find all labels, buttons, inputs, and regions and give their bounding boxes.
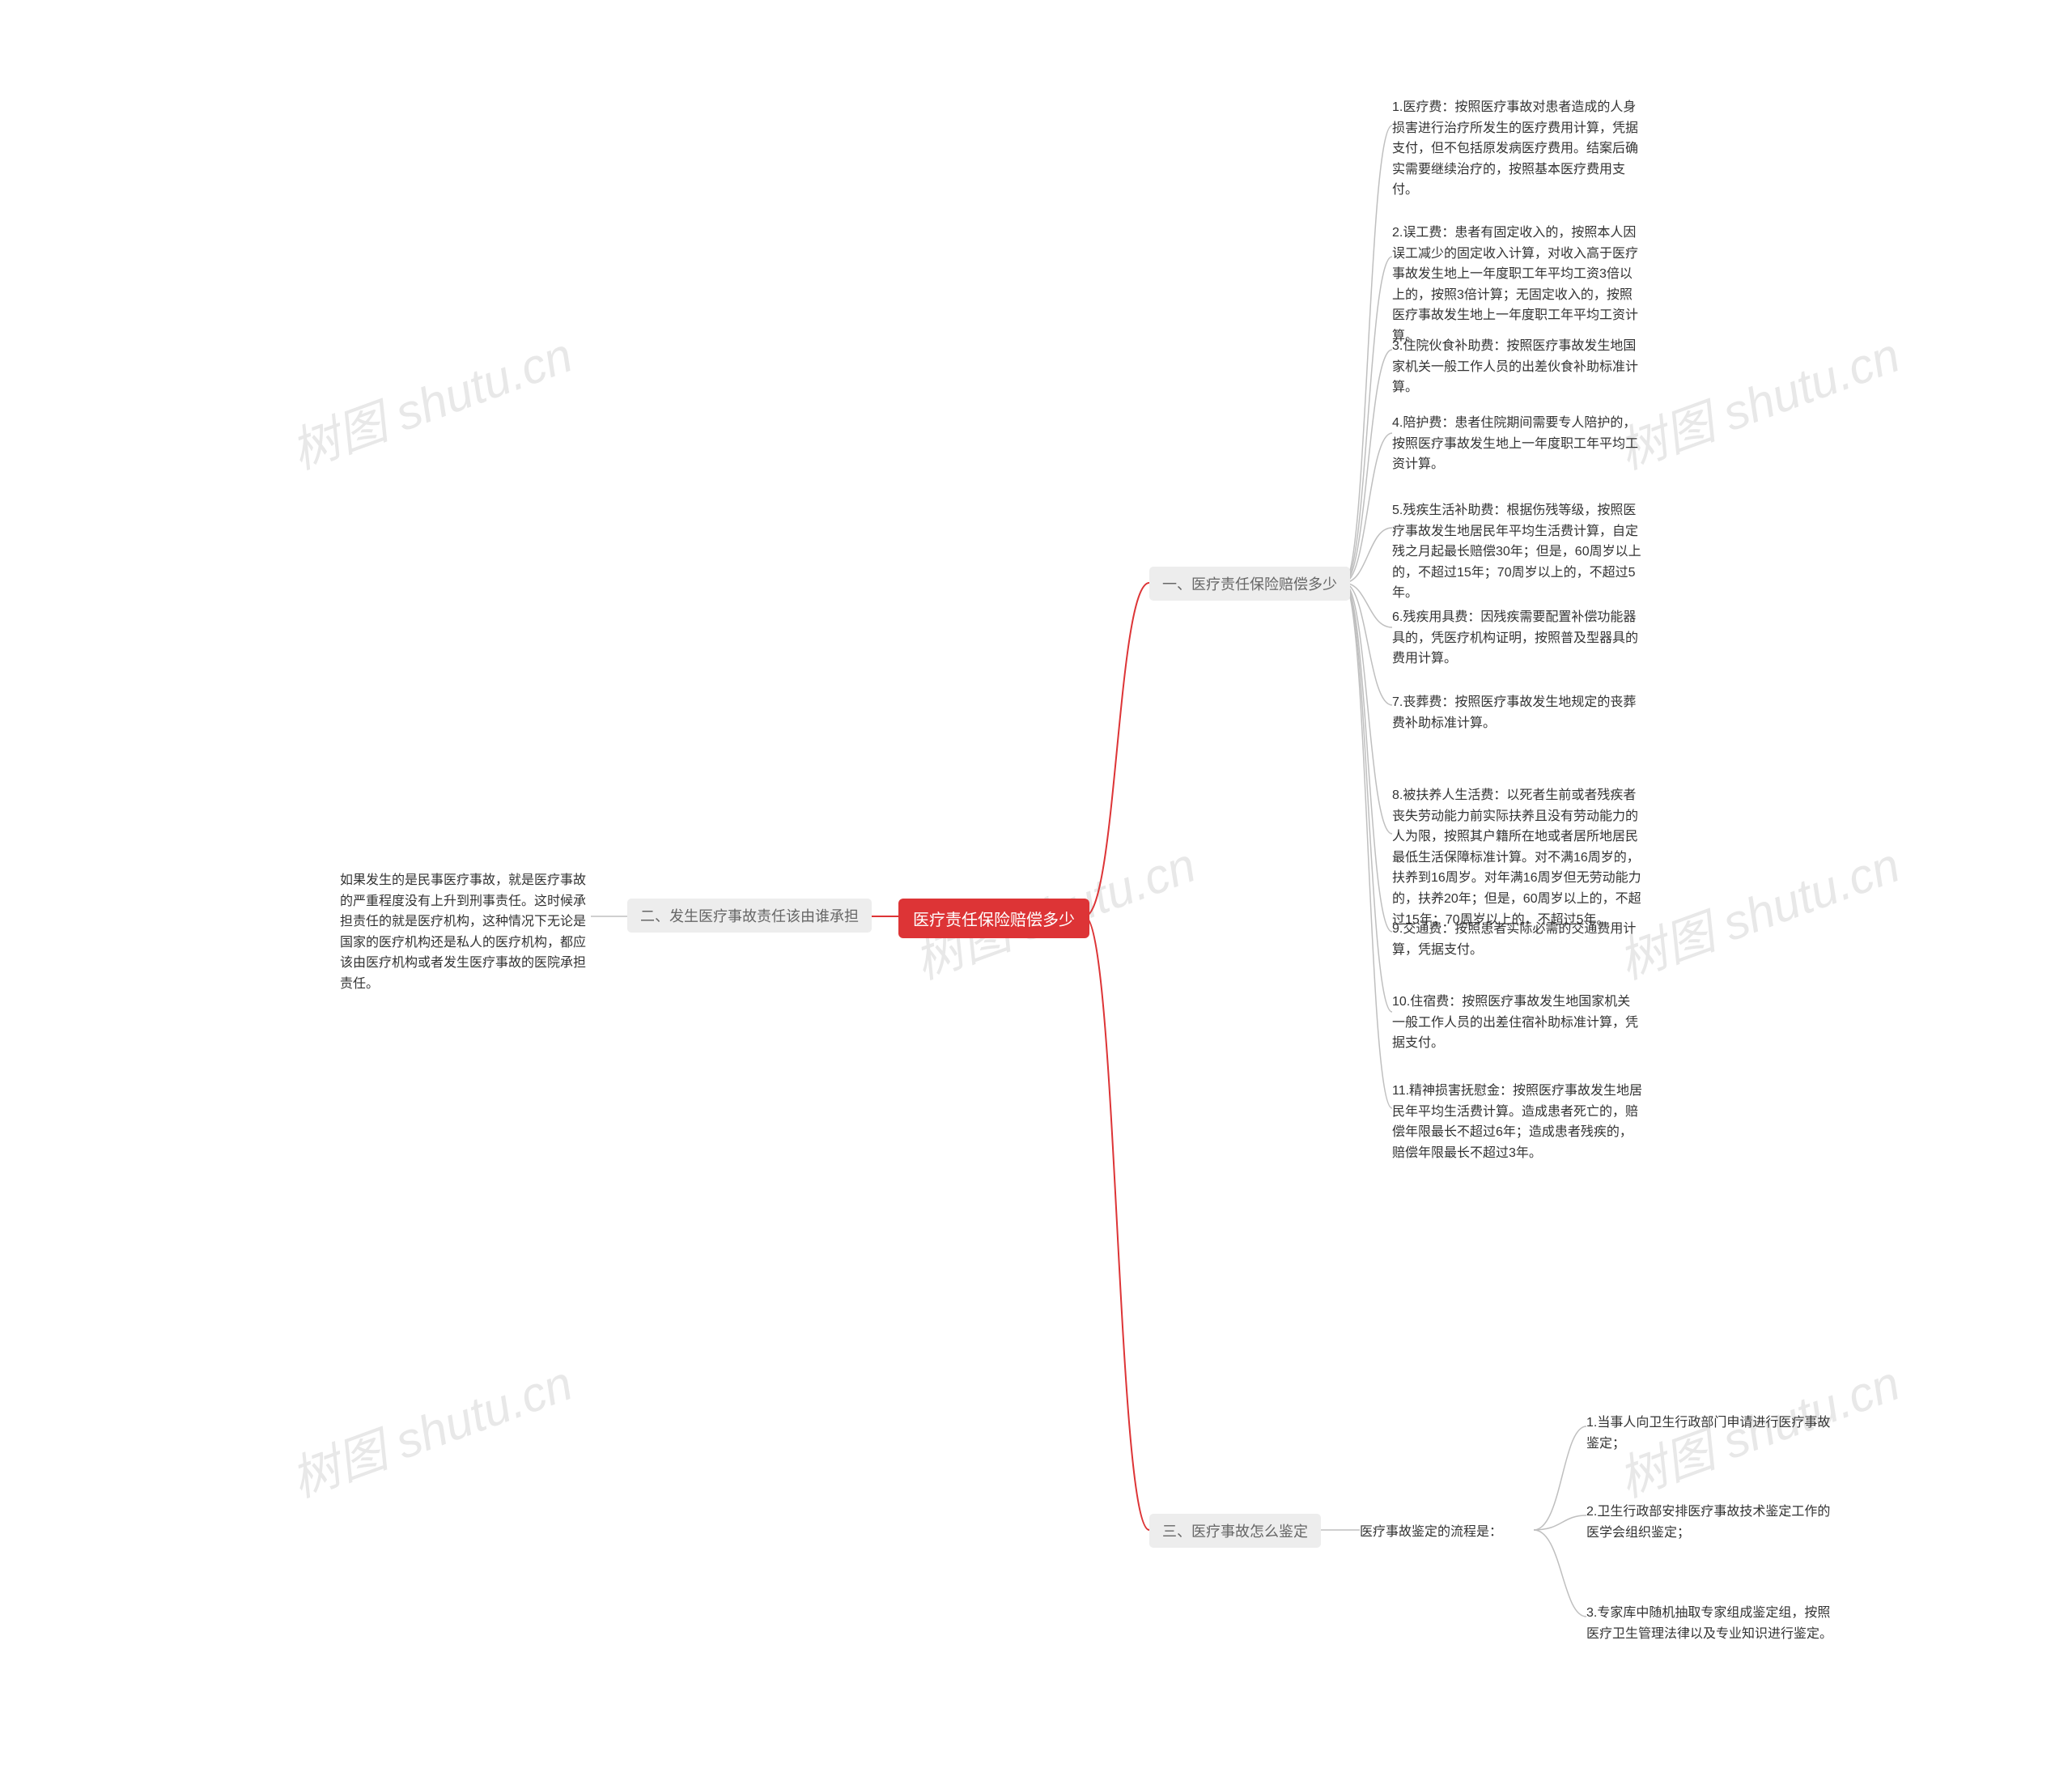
leaf-r1-9: 9.交通费：按照患者实际必需的交通费用计算，凭据支付。	[1392, 919, 1643, 960]
leaf-r3-3: 3.专家库中随机抽取专家组成鉴定组，按照医疗卫生管理法律以及专业知识进行鉴定。	[1586, 1603, 1837, 1644]
leaf-r1-1: 1.医疗费：按照医疗事故对患者造成的人身损害进行治疗所发生的医疗费用计算，凭据支…	[1392, 97, 1643, 201]
leaf-r1-11: 11.精神损害抚慰金：按照医疗事故发生地居民年平均生活费计算。造成患者死亡的，赔…	[1392, 1081, 1643, 1163]
leaf-r1-10: 10.住宿费：按照医疗事故发生地国家机关一般工作人员的出差住宿补助标准计算，凭据…	[1392, 992, 1643, 1054]
branch-left: 二、发生医疗事故责任该由谁承担	[627, 899, 872, 933]
watermark: 树图 shutu.cn	[1607, 826, 1908, 992]
sub-label-r3: 医疗事故鉴定的流程是：	[1360, 1522, 1502, 1543]
watermark: 树图 shutu.cn	[280, 1344, 580, 1511]
leaf-r1-3: 3.住院伙食补助费：按照医疗事故发生地国家机关一般工作人员的出差伙食补助标准计算…	[1392, 336, 1643, 398]
watermark: 树图 shutu.cn	[1607, 316, 1908, 482]
branch-right-3: 三、医疗事故怎么鉴定	[1149, 1514, 1321, 1548]
branch-right-1: 一、医疗责任保险赔偿多少	[1149, 567, 1350, 601]
leaf-r1-4: 4.陪护费：患者住院期间需要专人陪护的，按照医疗事故发生地上一年度职工年平均工资…	[1392, 413, 1643, 475]
root-node: 医疗责任保险赔偿多少	[898, 899, 1089, 938]
leaf-r1-8: 8.被扶养人生活费：以死者生前或者残疾者丧失劳动能力前实际扶养且没有劳动能力的人…	[1392, 785, 1643, 930]
leaf-r1-7: 7.丧葬费：按照医疗事故发生地规定的丧葬费补助标准计算。	[1392, 692, 1643, 733]
leaf-r1-5: 5.残疾生活补助费：根据伤残等级，按照医疗事故发生地居民年平均生活费计算，自定残…	[1392, 500, 1643, 604]
leaf-r3-1: 1.当事人向卫生行政部门申请进行医疗事故鉴定；	[1586, 1413, 1837, 1454]
leaf-r1-2: 2.误工费：患者有固定收入的，按照本人因误工减少的固定收入计算，对收入高于医疗事…	[1392, 223, 1643, 347]
leaf-r3-2: 2.卫生行政部安排医疗事故技术鉴定工作的医学会组织鉴定；	[1586, 1502, 1837, 1543]
leaf-r1-6: 6.残疾用具费：因残疾需要配置补偿功能器具的，凭医疗机构证明，按照普及型器具的费…	[1392, 607, 1643, 669]
leaf-left: 如果发生的是民事医疗事故，就是医疗事故的严重程度没有上升到刑事责任。这时候承担责…	[340, 870, 591, 995]
watermark: 树图 shutu.cn	[280, 316, 580, 482]
